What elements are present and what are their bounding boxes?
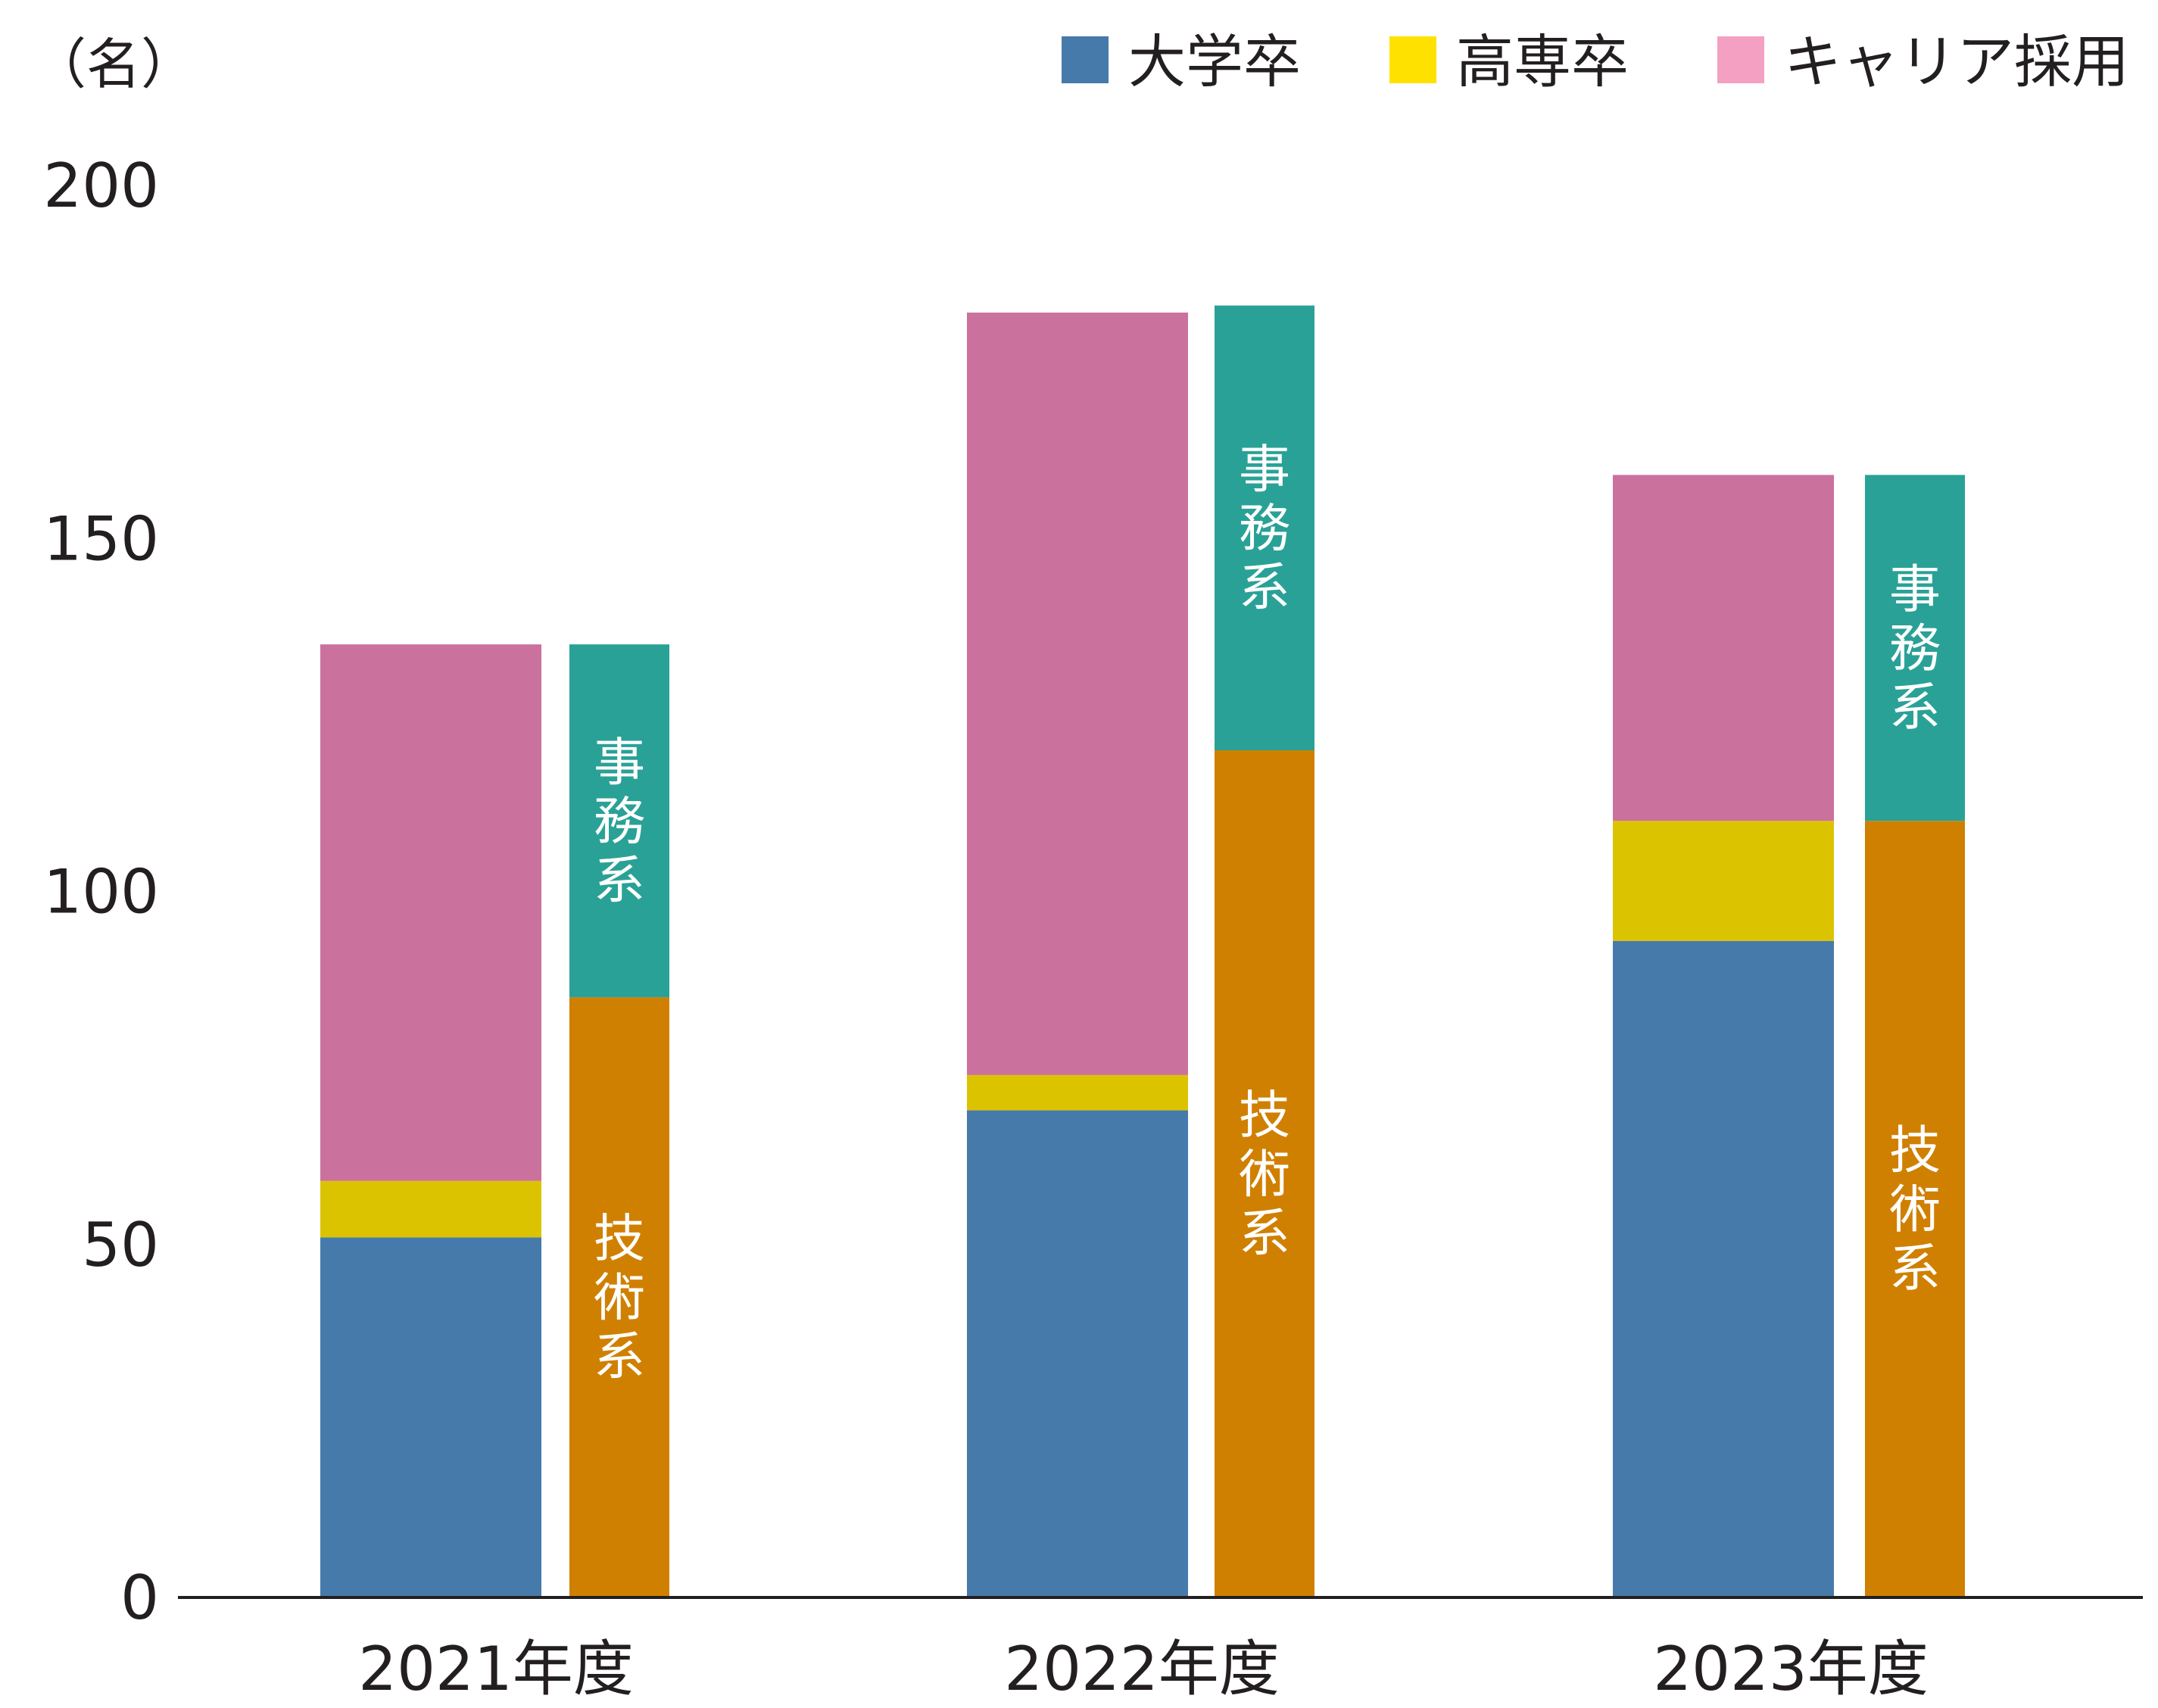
- x-tick-label: 2022年度: [1004, 1634, 1280, 1704]
- y-tick-label: 50: [82, 1210, 159, 1280]
- legend-label: 高専卒: [1456, 28, 1629, 95]
- bar-segment-technical-college: [320, 1180, 541, 1238]
- x-tick-label: 2023年度: [1653, 1634, 1929, 1704]
- bar-segment-engineering: [1865, 821, 1965, 1597]
- bar-segment-university: [320, 1237, 541, 1597]
- legend-swatch: [1389, 36, 1436, 83]
- bar-segment-technical-college: [967, 1074, 1188, 1111]
- bar-segment-career: [320, 644, 541, 1181]
- segment-label-engineering: 技術系: [594, 1210, 645, 1388]
- y-tick-label: 150: [43, 503, 159, 574]
- bar-segment-technical-college: [1613, 821, 1834, 941]
- segment-label-administrative: 事務系: [1889, 560, 1941, 738]
- legend-label: 大学卒: [1128, 28, 1301, 95]
- x-axis-labels: 2021年度 2022年度 2023年度: [358, 1634, 1929, 1704]
- segment-label-engineering: 技術系: [1239, 1086, 1290, 1264]
- legend: 大学卒 高専卒 キャリア採用: [1062, 28, 2129, 95]
- bar-segment-career: [967, 312, 1188, 1075]
- x-tick-label: 2021年度: [358, 1634, 634, 1704]
- bar-segment-career: [1613, 475, 1834, 821]
- legend-swatch: [1717, 36, 1764, 83]
- bar-segment-university: [1613, 940, 1834, 1597]
- bar-segment-administrative: [1865, 475, 1965, 821]
- y-tick-label: 200: [43, 151, 159, 221]
- segment-label-engineering: 技術系: [1889, 1121, 1941, 1299]
- y-tick-label: 0: [120, 1563, 159, 1633]
- y-tick-label: 100: [43, 857, 159, 927]
- bar-segment-engineering: [569, 997, 669, 1597]
- bar-segment-administrative: [569, 644, 669, 998]
- segment-label-administrative: 事務系: [1239, 440, 1290, 618]
- bar-segment-university: [967, 1110, 1188, 1597]
- segment-label-administrative: 事務系: [594, 733, 645, 911]
- legend-swatch: [1062, 36, 1109, 83]
- y-axis-ticks: 0 50 100 150 200: [43, 151, 159, 1633]
- bar-segment-administrative: [1215, 305, 1314, 750]
- legend-label: キャリア採用: [1784, 28, 2129, 95]
- unit-label: （名）: [32, 33, 195, 96]
- bar-segment-engineering: [1215, 750, 1314, 1597]
